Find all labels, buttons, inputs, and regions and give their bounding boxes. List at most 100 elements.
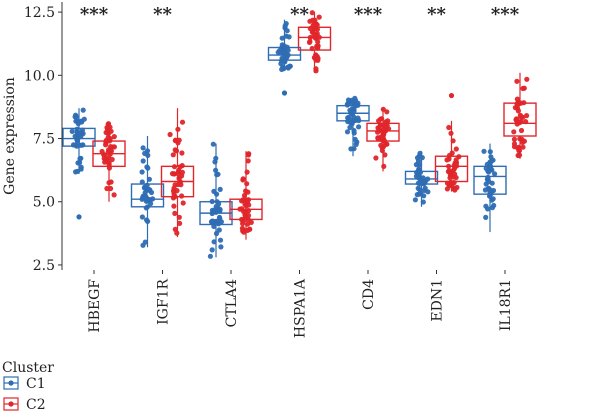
- data-point: [179, 119, 186, 125]
- y-tick-label: 2.5: [33, 258, 55, 274]
- data-point: [208, 219, 215, 225]
- data-point: [142, 192, 148, 199]
- box-rect: [62, 127, 96, 147]
- box-rect: [434, 155, 469, 183]
- data-point: [345, 100, 352, 106]
- data-point: [355, 115, 361, 121]
- data-point: [211, 208, 217, 214]
- data-point: [313, 53, 319, 59]
- y-tick-label: 7.5: [33, 132, 55, 148]
- data-point: [80, 107, 86, 113]
- data-point: [514, 118, 520, 124]
- data-point: [178, 182, 184, 188]
- data-point: [217, 186, 223, 192]
- significance-label: ***: [80, 4, 109, 25]
- data-point: [103, 157, 109, 163]
- data-point: [74, 139, 81, 145]
- data-point: [218, 219, 224, 225]
- x-tick-label: EDN1: [430, 279, 446, 322]
- significance-label: **: [427, 4, 446, 25]
- data-point: [380, 136, 387, 142]
- data-point: [285, 64, 291, 70]
- box-rect: [473, 165, 507, 195]
- data-point: [453, 146, 459, 152]
- box-C1-HBEGF: [62, 107, 96, 220]
- data-point: [483, 214, 489, 220]
- data-point: [344, 129, 351, 135]
- box-C1-IL18R1: [473, 143, 507, 233]
- data-point: [385, 118, 391, 124]
- data-point: [279, 35, 285, 41]
- legend-item-C2: C2: [3, 397, 46, 411]
- data-point: [449, 150, 455, 156]
- box-C1-HSPA1A: [267, 19, 302, 96]
- data-point: [140, 242, 146, 248]
- data-point: [351, 128, 357, 134]
- y-tick-label: 10.0: [24, 68, 55, 84]
- data-point: [171, 171, 177, 177]
- x-tick-label: CD4: [361, 279, 377, 310]
- legend-title: Cluster: [2, 360, 54, 376]
- data-point: [446, 124, 452, 131]
- legend-label: C2: [26, 397, 46, 411]
- box-C1-CD4: [336, 95, 370, 157]
- data-point: [451, 185, 457, 191]
- data-point: [515, 108, 522, 114]
- data-point: [106, 160, 112, 166]
- data-point: [447, 175, 453, 181]
- data-point: [111, 144, 117, 150]
- data-point: [489, 167, 495, 173]
- significance-label: ***: [491, 4, 520, 25]
- data-point: [310, 29, 316, 35]
- box-rect: [404, 170, 439, 185]
- legend-label: C1: [26, 376, 46, 392]
- data-point: [211, 188, 217, 194]
- legend-key-point: [8, 380, 14, 386]
- data-point: [492, 171, 498, 177]
- data-point: [108, 146, 114, 152]
- data-point: [446, 183, 452, 189]
- x-tick-label: IL18R1: [498, 279, 514, 331]
- outlier-point: [281, 90, 288, 96]
- data-point: [77, 130, 83, 136]
- box-rect: [267, 46, 302, 61]
- data-point: [511, 129, 517, 135]
- box-C2-HSPA1A: [297, 10, 332, 74]
- data-point: [489, 205, 495, 211]
- data-point: [381, 132, 387, 138]
- data-point: [448, 171, 454, 177]
- box-C2-IL18R1: [503, 72, 537, 159]
- data-point: [209, 247, 215, 253]
- data-point: [414, 192, 420, 198]
- data-point: [309, 10, 315, 16]
- box-rect: [366, 122, 400, 142]
- data-point: [172, 210, 178, 216]
- data-point: [171, 203, 177, 209]
- data-point: [244, 199, 251, 205]
- data-point: [416, 153, 422, 159]
- significance-label: **: [290, 4, 309, 25]
- x-tick-label: HSPA1A: [293, 278, 309, 338]
- data-point: [490, 196, 496, 202]
- data-point: [244, 181, 250, 187]
- data-point: [139, 169, 145, 175]
- outlier-point: [448, 92, 455, 99]
- data-point: [421, 179, 427, 185]
- data-point: [218, 244, 224, 250]
- data-point: [207, 253, 213, 259]
- box-C2-CTLA4: [229, 151, 263, 240]
- data-point: [485, 168, 491, 174]
- box-rect: [503, 102, 537, 137]
- box-C1-EDN1: [404, 150, 439, 207]
- box-C2-HBEGF: [92, 121, 126, 202]
- data-point: [421, 187, 427, 193]
- data-point: [214, 172, 220, 178]
- data-point: [243, 208, 249, 214]
- x-tick-label: CTLA4: [224, 279, 240, 327]
- data-point: [172, 138, 178, 144]
- y-tick-label: 5.0: [33, 195, 55, 211]
- data-point: [306, 39, 313, 46]
- data-point: [421, 193, 427, 199]
